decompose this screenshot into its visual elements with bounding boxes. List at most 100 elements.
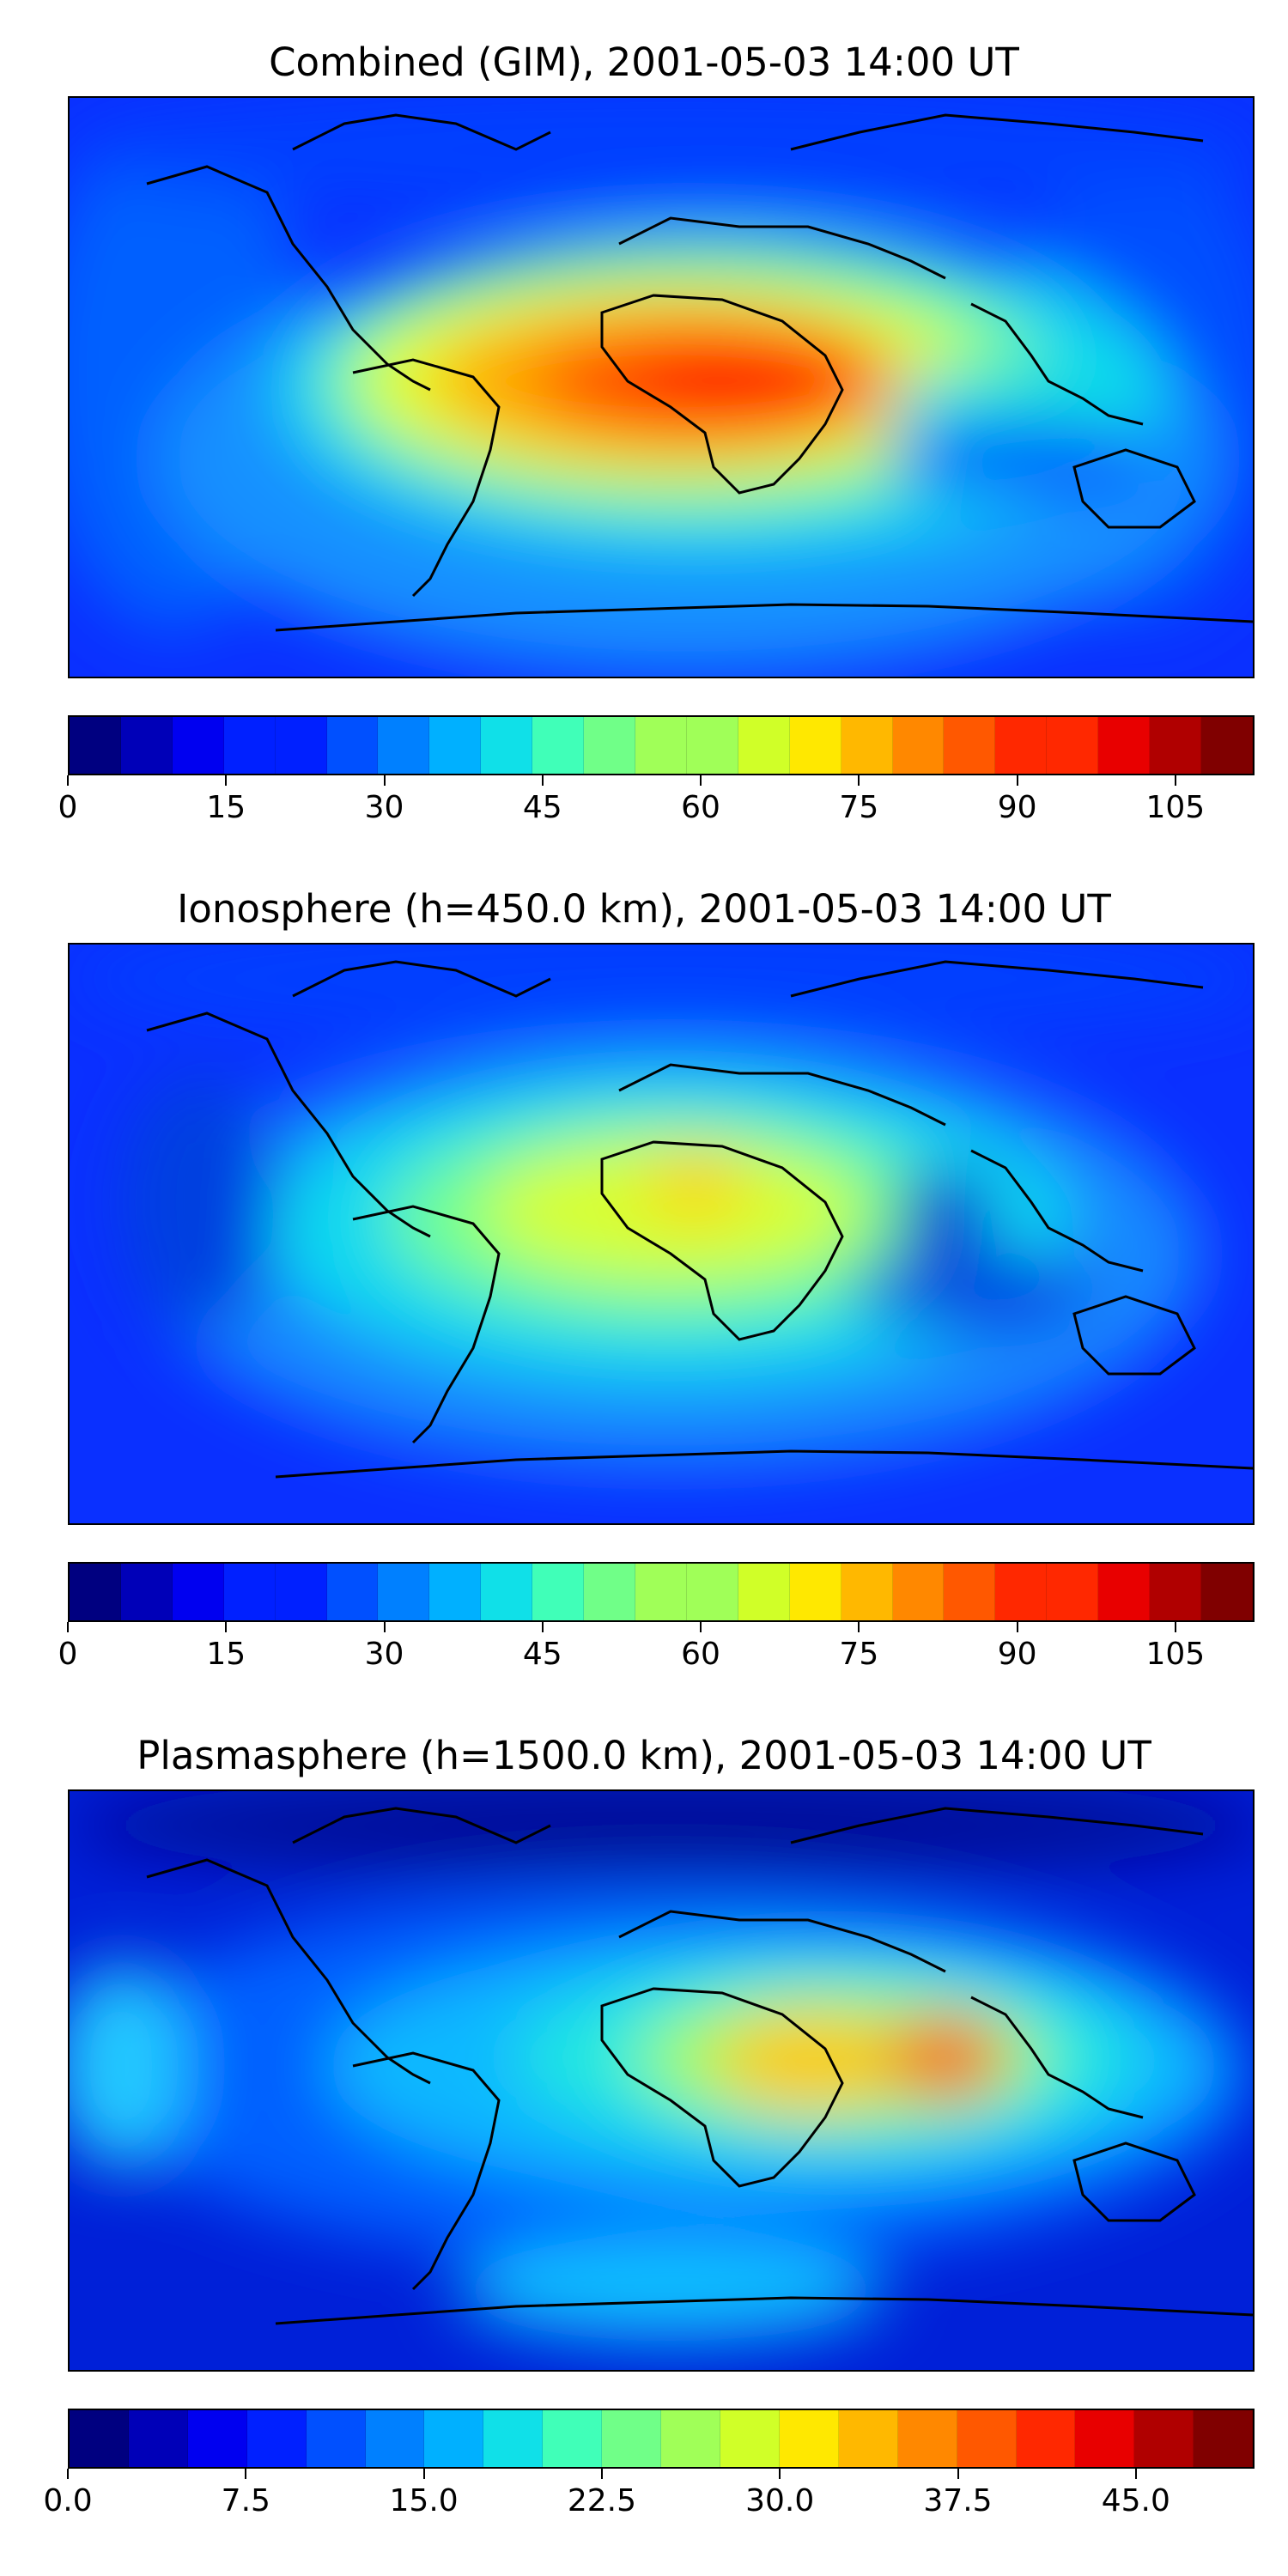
colorbar-tick	[1174, 775, 1176, 786]
colorbar-tick	[67, 1622, 69, 1632]
colorbar-tick	[245, 2469, 247, 2479]
colorbar-tick-label: 37.5	[923, 2483, 993, 2518]
colorbar-swatch	[120, 1564, 173, 1620]
colorbar-swatches	[70, 2410, 1253, 2467]
colorbar-swatch	[602, 2410, 662, 2467]
colorbar-swatch	[779, 2410, 839, 2467]
colorbar-swatches	[70, 717, 1253, 774]
colorbar-tick	[700, 1622, 702, 1632]
colorbar-tick-label: 15	[206, 1637, 246, 1672]
colorbar-tick-label: 60	[681, 1637, 720, 1672]
colorbar-swatch	[70, 717, 121, 774]
colorbar-tick-label: 90	[997, 790, 1037, 825]
colorbar-tick	[67, 2469, 69, 2479]
colorbar-ticks-plasmasphere: 0.0 7.5 15.0 22.5 30.0 37.5 45.0	[43, 2469, 1255, 2520]
colorbar-swatch	[892, 717, 945, 774]
colorbar-swatch	[789, 717, 841, 774]
colorbar-swatch	[483, 2410, 544, 2467]
colorbar-tick	[957, 2469, 959, 2479]
colorbar-tick-label: 0.0	[43, 2483, 93, 2518]
coastlines	[146, 960, 1253, 1479]
colorbar-swatch	[841, 717, 893, 774]
colorbar-swatch	[223, 717, 276, 774]
colorbar-swatch	[995, 717, 1048, 774]
colorbar-swatch	[635, 717, 687, 774]
colorbar-swatch	[378, 717, 430, 774]
map-title-plasmasphere: Plasmasphere (h=1500.0 km), 2001-05-03 1…	[137, 1733, 1151, 1778]
colorbar-tick	[1134, 2469, 1137, 2479]
colorbar-swatch	[378, 1564, 430, 1620]
colorbar-swatch	[275, 717, 327, 774]
colorbar-tick-label: 22.5	[567, 2483, 636, 2518]
colorbar-tick-label: 75	[839, 790, 879, 825]
coastlines	[146, 113, 1253, 632]
colorbar-tick	[422, 2469, 425, 2479]
colorbar-swatch	[326, 717, 379, 774]
colorbar-tick-label: 0	[58, 1637, 78, 1672]
colorbar-swatch	[686, 717, 738, 774]
map-title-ionosphere: Ionosphere (h=450.0 km), 2001-05-03 14:0…	[177, 886, 1111, 932]
colorbar-swatch	[738, 1564, 790, 1620]
colorbar-swatch	[326, 1564, 379, 1620]
colorbar-swatch	[481, 1564, 533, 1620]
colorbar-swatch	[841, 1564, 893, 1620]
colorbar-tick	[600, 2469, 603, 2479]
colorbar-swatch	[1150, 1564, 1201, 1620]
map-plasmasphere	[68, 1789, 1255, 2372]
colorbar-swatch	[1075, 2410, 1135, 2467]
colorbar-swatch	[892, 1564, 945, 1620]
colorbar-tick	[1174, 1622, 1176, 1632]
colorbar-swatch	[686, 1564, 738, 1620]
colorbar-combined	[68, 715, 1255, 775]
colorbar-tick-label: 45	[522, 1637, 562, 1672]
colorbar-swatch	[1047, 717, 1099, 774]
colorbar-swatch	[365, 2410, 425, 2467]
colorbar-swatch	[1194, 2410, 1253, 2467]
map-title-combined: Combined (GIM), 2001-05-03 14:00 UT	[269, 39, 1019, 85]
colorbar-swatch	[661, 2410, 720, 2467]
colorbar-tick-label: 15	[206, 790, 246, 825]
colorbar-plasmasphere	[68, 2409, 1255, 2469]
colorbar-tick	[541, 775, 544, 786]
colorbar-swatch	[306, 2410, 366, 2467]
colorbar-swatch	[944, 717, 996, 774]
colorbar-swatch	[532, 717, 585, 774]
colorbar-tick	[858, 1622, 860, 1632]
colorbar-swatch	[1098, 717, 1151, 774]
colorbar-tick	[225, 775, 228, 786]
colorbar-swatch	[223, 1564, 276, 1620]
colorbar-swatch	[584, 717, 635, 774]
colorbar-swatch	[70, 1564, 121, 1620]
colorbar-tick-label: 7.5	[221, 2483, 270, 2518]
colorbar-swatch	[584, 1564, 635, 1620]
map-combined	[68, 96, 1255, 678]
colorbar-tick-label: 105	[1145, 790, 1206, 825]
colorbar-swatch	[70, 2410, 129, 2467]
colorbar-swatch	[897, 2410, 957, 2467]
colorbar-tick	[225, 1622, 228, 1632]
colorbar-tick	[858, 775, 860, 786]
colorbar-swatch	[738, 717, 790, 774]
colorbar-swatch	[532, 1564, 585, 1620]
colorbar-swatch	[275, 1564, 327, 1620]
colorbar-tick-label: 45	[522, 790, 562, 825]
colorbar-swatch	[635, 1564, 687, 1620]
colorbar-swatches	[70, 1564, 1253, 1620]
colorbar-tick-label: 90	[997, 1637, 1037, 1672]
colorbar-swatch	[429, 1564, 482, 1620]
colorbar-tick	[1016, 1622, 1018, 1632]
colorbar-tick-label: 30.0	[745, 2483, 815, 2518]
colorbar-tick-label: 15.0	[389, 2483, 459, 2518]
colorbar-swatch	[543, 2410, 603, 2467]
map-ionosphere	[68, 943, 1255, 1525]
colorbar-tick	[1016, 775, 1018, 786]
colorbar-swatch	[1200, 717, 1253, 774]
colorbar-swatch	[424, 2410, 484, 2467]
colorbar-swatch	[720, 2410, 780, 2467]
coastlines	[146, 1807, 1253, 2325]
colorbar-tick	[779, 2469, 781, 2479]
colorbar-swatch	[838, 2410, 898, 2467]
colorbar-swatch	[789, 1564, 841, 1620]
colorbar-swatch	[957, 2410, 1017, 2467]
colorbar-swatch	[481, 717, 533, 774]
